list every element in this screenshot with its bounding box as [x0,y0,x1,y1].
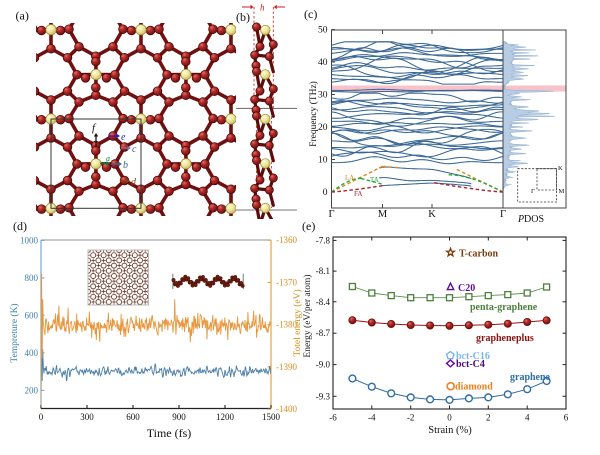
svg-text:1200: 1200 [216,412,235,422]
svg-text:-1390: -1390 [276,362,297,372]
svg-text:b: b [123,160,128,171]
svg-text:-9.0: -9.0 [316,360,331,370]
svg-text:300: 300 [80,412,94,422]
svg-text:e: e [121,132,126,143]
svg-text:K: K [428,209,436,220]
svg-text:K: K [558,165,563,172]
svg-text:600: 600 [126,412,140,422]
svg-text:(c): (c) [304,7,317,21]
svg-text:-6: -6 [329,413,337,423]
svg-text:0: 0 [447,413,452,423]
svg-text:-2: -2 [407,413,415,423]
svg-text:T-carbon: T-carbon [459,249,499,260]
svg-text:Energy (eV/per atom): Energy (eV/per atom) [302,274,313,357]
svg-text:-8.4: -8.4 [316,297,331,307]
svg-text:Γ: Γ [500,209,506,220]
svg-text:Γ: Γ [531,188,535,195]
svg-text:-7.8: -7.8 [316,235,331,245]
svg-text:2: 2 [486,413,491,423]
svg-text:-1370: -1370 [276,277,297,287]
svg-text:Strain (%): Strain (%) [428,425,472,436]
svg-text:diamond: diamond [455,382,493,393]
svg-text:0: 0 [39,412,44,422]
svg-text:FA: FA [354,190,362,198]
svg-text:200: 200 [25,385,39,395]
svg-text:800: 800 [25,273,39,283]
svg-text:-9.3: -9.3 [316,391,331,401]
svg-text:4: 4 [525,413,530,423]
svg-text:-8.7: -8.7 [316,328,331,338]
svg-text:PDOS: PDOS [517,214,544,225]
svg-text:900: 900 [172,412,186,422]
svg-text:penta-graphene: penta-graphene [470,302,538,313]
svg-text:bct-C4: bct-C4 [456,359,485,370]
svg-text:TA: TA [370,176,379,184]
svg-text:LA: LA [345,174,354,182]
svg-text:Frequency (THz): Frequency (THz) [308,81,319,147]
svg-text:-4: -4 [368,413,376,423]
svg-text:Time (fs): Time (fs) [147,426,192,440]
svg-text:a: a [106,154,110,163]
svg-text:20: 20 [318,123,328,133]
svg-text:graphene: graphene [510,372,551,383]
svg-text:30: 30 [318,91,328,101]
svg-text:c: c [132,144,137,155]
svg-text:Totel energy (eV): Totel energy (eV) [292,289,303,356]
svg-text:600: 600 [25,310,39,320]
svg-text:(a): (a) [16,9,29,23]
svg-text:-8.1: -8.1 [316,266,330,276]
svg-text:grapheneplus: grapheneplus [476,333,534,344]
svg-text:-1360: -1360 [276,235,297,245]
svg-text:6: 6 [564,413,569,423]
svg-text:(b): (b) [236,10,250,24]
svg-text:(e): (e) [302,219,315,233]
svg-text:C20: C20 [458,283,475,294]
svg-text:h: h [260,3,265,13]
svg-text:1500: 1500 [262,412,281,422]
svg-text:50: 50 [318,26,328,36]
svg-text:0: 0 [323,188,328,198]
svg-text:Tempreture (K): Tempreture (K) [9,303,20,362]
svg-text:(d): (d) [13,219,27,233]
svg-text:40: 40 [318,58,328,68]
svg-text:Γ: Γ [328,209,334,220]
svg-text:1000: 1000 [20,235,39,245]
svg-text:M: M [378,209,388,220]
svg-text:400: 400 [25,348,39,358]
svg-text:M: M [559,188,565,195]
svg-text:10: 10 [318,156,328,166]
